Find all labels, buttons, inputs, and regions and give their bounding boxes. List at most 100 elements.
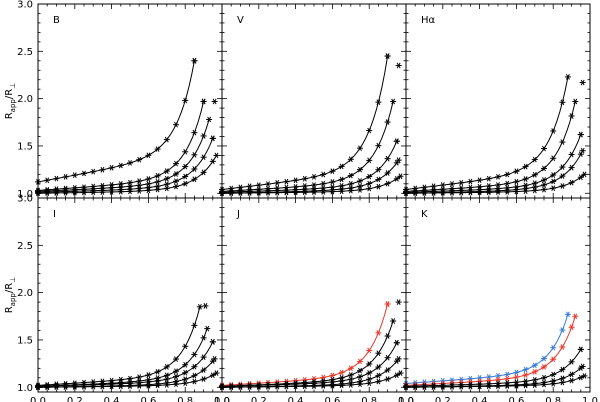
data-point [375, 142, 382, 149]
data-point [357, 373, 363, 380]
data-point [108, 383, 115, 390]
data-point [384, 367, 391, 373]
data-point [320, 189, 327, 195]
data-point [145, 381, 152, 388]
data-point [568, 179, 575, 186]
data-point [338, 176, 345, 183]
data-point [449, 383, 455, 390]
data-point [90, 168, 97, 175]
series-4 [35, 356, 218, 391]
data-point [541, 165, 547, 172]
series-line [221, 303, 389, 386]
data-point [191, 166, 198, 172]
data-point [564, 74, 571, 80]
data-point [467, 383, 474, 390]
data-point [550, 155, 557, 162]
data-point [209, 135, 216, 142]
data-point [397, 370, 404, 376]
data-point [71, 172, 78, 178]
data-point [357, 178, 363, 184]
data-point [200, 169, 207, 176]
data-point [568, 358, 575, 365]
data-point [412, 190, 419, 197]
series-line [37, 328, 208, 387]
data-point [375, 183, 382, 190]
data-point [559, 327, 566, 333]
data-point [200, 154, 207, 161]
data-point [182, 173, 189, 180]
data-point [393, 138, 400, 145]
data-point [311, 182, 317, 188]
data-point [255, 190, 262, 196]
data-point [522, 381, 529, 388]
data-point [311, 375, 317, 382]
data-point [182, 97, 189, 104]
data-point [191, 176, 198, 183]
data-point [44, 190, 51, 196]
data-point [347, 365, 354, 372]
data-point [53, 384, 60, 390]
extra-point [395, 62, 402, 69]
extra-point [395, 299, 402, 305]
data-point [209, 158, 216, 165]
series-1 [403, 311, 571, 387]
data-point [329, 381, 336, 388]
y-tick-label: 1.0 [17, 189, 33, 200]
data-point [237, 190, 244, 196]
data-point [522, 372, 529, 378]
data-point [531, 156, 538, 163]
series-5 [219, 173, 404, 197]
data-point [200, 334, 207, 341]
data-point [550, 380, 557, 387]
series-line [37, 306, 201, 386]
data-point [108, 164, 115, 171]
series-4 [219, 356, 402, 391]
data-point [301, 383, 308, 390]
data-point [531, 376, 538, 383]
data-point [163, 372, 170, 379]
data-point [430, 183, 437, 190]
data-point [127, 383, 133, 389]
data-point [559, 173, 566, 179]
data-point [274, 180, 281, 186]
data-point [246, 190, 253, 196]
data-point [154, 183, 161, 190]
data-point [449, 189, 455, 196]
x-tick-label: 0.4 [104, 396, 120, 402]
data-point [421, 190, 428, 196]
data-point [209, 338, 216, 345]
y-tick-label: 1.0 [17, 383, 33, 394]
data-point [522, 163, 529, 170]
data-point [568, 371, 575, 378]
data-point [531, 382, 538, 388]
x-tick-label: 0.8 [545, 396, 561, 402]
data-point [467, 189, 474, 196]
data-point [154, 146, 161, 152]
y-tick-label: 2.0 [17, 94, 33, 105]
series-line [405, 314, 569, 384]
data-point [311, 188, 317, 194]
data-point [393, 175, 400, 182]
series-2 [219, 98, 397, 195]
data-point [366, 380, 373, 387]
data-point [136, 156, 143, 163]
data-point [338, 188, 345, 195]
data-point [191, 372, 198, 379]
data-point [127, 183, 133, 190]
data-point [329, 179, 336, 185]
data-point [559, 139, 566, 145]
data-point [136, 374, 143, 380]
series-5 [219, 370, 404, 391]
data-point [559, 375, 566, 382]
data-point [357, 183, 363, 190]
data-point [522, 382, 529, 389]
data-point [375, 99, 382, 106]
data-point [495, 189, 501, 195]
data-point [301, 183, 308, 189]
data-point [200, 367, 207, 373]
data-point [173, 368, 179, 375]
data-point [154, 368, 161, 375]
data-point [329, 382, 336, 389]
data-point [320, 171, 327, 178]
